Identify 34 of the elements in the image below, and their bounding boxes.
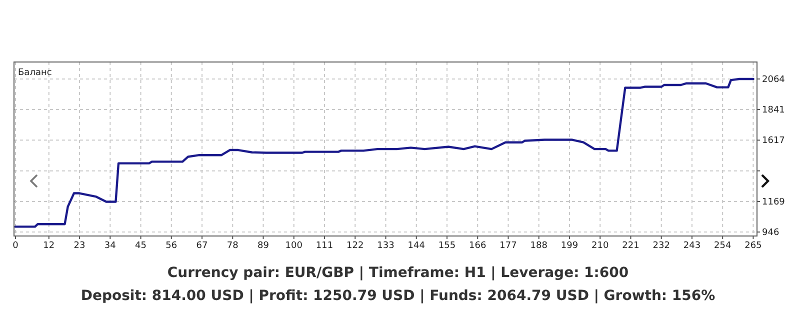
text: Currency pair: EUR/GBP | Timeframe: H1 | Leverage: 1:600 [167, 265, 629, 281]
x-tick-label: 34 [104, 241, 116, 251]
y-tick-label: 946 [762, 228, 780, 238]
x-tick-label: 199 [560, 241, 578, 251]
x-tick-label: 166 [469, 241, 486, 251]
x-tick-label: 100 [285, 241, 303, 251]
x-tick-label: 12 [43, 241, 55, 251]
x-tick-label: 221 [622, 241, 640, 251]
x-tick-label: 232 [652, 241, 670, 251]
x-tick-label: 144 [408, 241, 426, 251]
x-tick-label: 210 [592, 241, 609, 251]
x-tick-label: 133 [377, 241, 394, 251]
x-tick-label: 67 [196, 241, 208, 251]
x-tick-label: 89 [258, 241, 270, 251]
y-tick-label: 1617 [762, 136, 785, 146]
x-tick-label: 78 [226, 241, 239, 251]
x-tick-label: 243 [683, 241, 701, 251]
x-tick-label: 56 [166, 241, 178, 251]
x-tick-label: 122 [346, 241, 364, 251]
y-tick-label: 2064 [762, 74, 786, 85]
text: Баланс [18, 68, 52, 78]
x-tick-label: 254 [714, 241, 732, 251]
x-tick-label: 111 [316, 241, 334, 251]
x-tick-label: 177 [500, 241, 517, 251]
y-tick-label: 1169 [762, 198, 786, 208]
x-tick-label: 265 [744, 241, 762, 251]
y-tick-label: 1841 [762, 106, 785, 116]
line-series [14, 78, 754, 228]
x-tick-label: 0 [12, 241, 19, 251]
x-tick-label: 155 [438, 241, 456, 251]
x-tick-label: 45 [135, 241, 146, 251]
x-tick-label: 23 [74, 241, 86, 251]
x-tick-label: 188 [530, 241, 548, 251]
text: Deposit: 814.00 USD | Profit: 1250.79 USD | Funds: 2064.79 USD | Growth: 156% [80, 288, 716, 304]
